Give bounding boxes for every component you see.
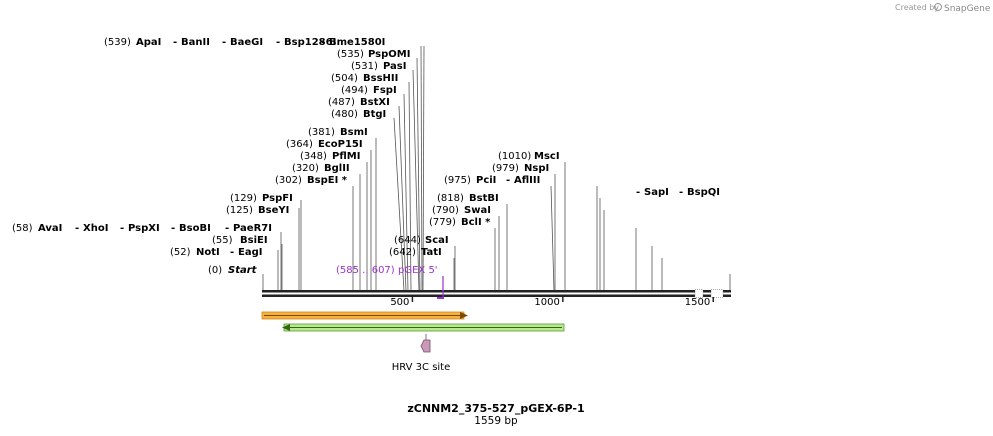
enzyme-name-label[interactable]: SwaI [464,205,491,216]
hrv-3c-site-label: HRV 3C site [392,362,451,373]
enzyme-name-label[interactable]: EagI [238,247,262,258]
site-position-label: (52) [170,247,191,258]
map-subtitle: 1559 bp [474,415,518,427]
site-position-label: (0) [208,265,222,276]
enzyme-name-label[interactable]: TatI [421,247,442,258]
separator-dash: - [636,187,640,198]
enzyme-name-label[interactable]: PspOMI [368,49,410,60]
site-position-label: (381) [308,127,335,138]
site-position-label: (58) [12,223,33,234]
snapgene-logo-icon [934,3,942,11]
enzyme-name-label[interactable]: NspI [524,163,549,174]
site-position-label: (975) [444,175,471,186]
ruler: 500 1000 1500 [390,297,715,308]
separator-dash: - [222,37,226,48]
enzyme-name-label[interactable]: PaeR7I [233,223,272,234]
green-feature-arrow[interactable] [282,323,565,332]
enzyme-name-label[interactable]: BsiEI [240,235,268,246]
cut-site-lines [262,45,731,292]
credit-brand: SnapGene [944,4,991,14]
hrv-3c-site-feature[interactable] [420,334,431,353]
site-position-label: (818) [437,193,464,204]
site-position-label: (979) [492,163,519,174]
enzyme-name-label[interactable]: ScaI [425,235,449,246]
site-position-label: (364) [286,139,313,150]
separator-dash: - [230,247,234,258]
enzyme-name-label[interactable]: MscI [534,151,560,162]
enzyme-name-label[interactable]: NotI [196,247,220,258]
separator-dash: - [120,223,124,234]
primer-label[interactable]: pGEX 5' [398,265,438,276]
site-position-label: (302) [275,175,302,186]
enzyme-name-label[interactable]: BclI * [461,217,491,228]
separator-dash: - [75,223,79,234]
site-position-label: (504) [331,73,358,84]
enzyme-name-label[interactable]: BseYI [258,205,289,216]
sequence-backbone [262,289,731,298]
terminus-label[interactable]: Start [228,265,258,276]
site-position-label: (494) [341,85,368,96]
separator-dash: - [276,37,280,48]
enzyme-name-label[interactable]: FspI [373,85,397,96]
enzyme-name-label[interactable]: Bsp1286I [284,37,336,48]
separator-dash: - [225,223,229,234]
site-position-label: (535) [337,49,364,60]
separator-dash: - [506,175,510,186]
enzyme-labels: (539) ApaI - BanII - BaeGI - Bsp1286I- Bme1580I(… [12,37,720,276]
enzyme-name-label[interactable]: EcoP15I [318,139,363,150]
site-position-label: (125) [226,205,253,216]
ruler-tick-label: 1000 [534,297,559,308]
site-position-label: (539) [104,37,131,48]
site-position-label: (348) [300,151,327,162]
enzyme-name-label[interactable]: PspXI [128,223,160,234]
orange-feature-arrow[interactable] [261,311,468,320]
enzyme-name-label[interactable]: BglII [324,163,350,174]
site-position-label: (585 .. 607) [336,265,395,276]
enzyme-name-label[interactable]: XhoI [83,223,108,234]
separator-dash: - [171,223,175,234]
separator-dash: - [679,187,683,198]
site-position-label: (320) [292,163,319,174]
enzyme-name-label[interactable]: BaeGI [230,37,263,48]
ruler-tick-label: 1500 [685,297,710,308]
site-position-label: (129) [230,193,257,204]
primer-pgex5 [437,276,444,299]
enzyme-name-label[interactable]: BspQI [687,187,720,198]
enzyme-name-label[interactable]: PasI [383,61,406,72]
site-position-label: (779) [429,217,456,228]
enzyme-name-label[interactable]: BstXI [360,97,390,108]
enzyme-name-label[interactable]: BtgI [363,109,386,120]
site-position-label: (487) [328,97,355,108]
enzyme-name-label[interactable]: BssHII [363,73,398,84]
separator-dash: - [173,37,177,48]
ruler-tick-label: 500 [390,297,409,308]
enzyme-name-label[interactable]: BspEI * [307,175,348,186]
enzyme-name-label[interactable]: BsmI [340,127,368,138]
site-position-label: (644) [394,235,421,246]
site-position-label: (531) [351,61,378,72]
enzyme-name-label[interactable]: PspFI [262,193,293,204]
enzyme-name-label[interactable]: BstBI [469,193,499,204]
map-title: zCNNM2_375-527_pGEX-6P-1 [407,402,584,415]
enzyme-name-label[interactable]: ApaI [136,37,161,48]
enzyme-name-label[interactable]: PflMI [332,151,360,162]
site-position-label: (480) [331,109,358,120]
site-position-label: (790) [432,205,459,216]
site-position-label: (642) [389,247,416,258]
site-position-label: (55) [212,235,233,246]
enzyme-name-label[interactable]: BsoBI [179,223,211,234]
enzyme-name-label[interactable]: AflIII [514,175,540,186]
enzyme-name-label[interactable]: PciI [476,175,496,186]
enzyme-name-label[interactable]: Bme1580I [329,37,385,48]
enzyme-name-label[interactable]: AvaI [38,223,62,234]
credit-prefix: Created by [895,3,939,12]
site-position-label: (1010) [498,151,531,162]
separator-dash: - [321,37,325,48]
enzyme-name-label[interactable]: SapI [644,187,669,198]
enzyme-name-label[interactable]: BanII [181,37,210,48]
